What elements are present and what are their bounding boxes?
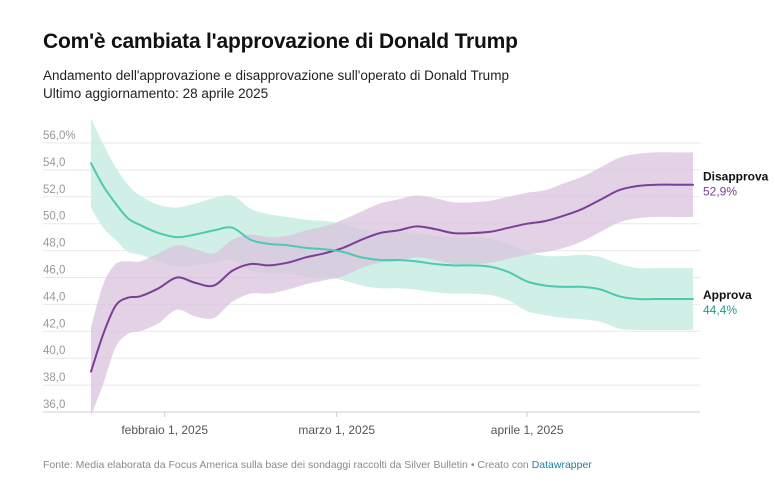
x-tick-label: marzo 1, 2025 xyxy=(298,423,375,437)
y-tick-label: 44,0 xyxy=(43,291,65,303)
footer-source: Fonte: Media elaborata da Focus America … xyxy=(43,459,532,471)
y-tick-label: 54,0 xyxy=(43,157,65,169)
chart-subtitle: Andamento dell'approvazione e disapprova… xyxy=(43,67,509,103)
disapprove-line xyxy=(90,183,694,373)
approval-chart: 56,0% 54,0 52,0 50,0 48,0 46,0 44,0 42,0 40,0 38,… xyxy=(43,118,769,437)
y-tick-label: 40,0 xyxy=(43,345,65,357)
subtitle-line-1: Andamento dell'approvazione e disapprova… xyxy=(43,68,509,83)
x-axis-ticks: febbraio 1, 2025 marzo 1, 2025 aprile 1, 2… xyxy=(121,412,564,437)
disapprove-series-value: 52,9% xyxy=(703,185,737,199)
x-tick-label: aprile 1, 2025 xyxy=(491,423,564,437)
confidence-bands xyxy=(91,118,693,417)
approve-series-name: Approva xyxy=(703,288,752,302)
approve-confidence-band xyxy=(91,118,693,331)
disapprove-series-name: Disapprova xyxy=(703,170,769,184)
y-tick-label: 42,0 xyxy=(43,318,65,330)
x-tick-label: febbraio 1, 2025 xyxy=(121,423,208,437)
approve-series-value: 44,4% xyxy=(703,303,737,317)
y-tick-label: 48,0 xyxy=(43,238,65,250)
subtitle-line-2: Ultimo aggiornamento: 28 aprile 2025 xyxy=(43,86,269,101)
disapprove-confidence-band xyxy=(91,152,693,417)
y-tick-label: 36,0 xyxy=(43,399,65,411)
chart-title: Com'è cambiata l'approvazione di Donald … xyxy=(43,30,518,53)
footer-link[interactable]: Datawrapper xyxy=(531,459,592,471)
approve-line xyxy=(90,162,694,301)
series-lines xyxy=(90,162,694,373)
y-tick-label: 46,0 xyxy=(43,265,65,277)
y-axis-ticks: 56,0% 54,0 52,0 50,0 48,0 46,0 44,0 42,0 40,0 38,… xyxy=(43,130,76,411)
y-tick-label: 50,0 xyxy=(43,211,65,223)
chart-footer: Fonte: Media elaborata da Focus America … xyxy=(43,459,592,471)
y-tick-label: 38,0 xyxy=(43,372,65,384)
y-tick-label: 56,0% xyxy=(43,130,76,142)
y-tick-label: 52,0 xyxy=(43,184,65,196)
